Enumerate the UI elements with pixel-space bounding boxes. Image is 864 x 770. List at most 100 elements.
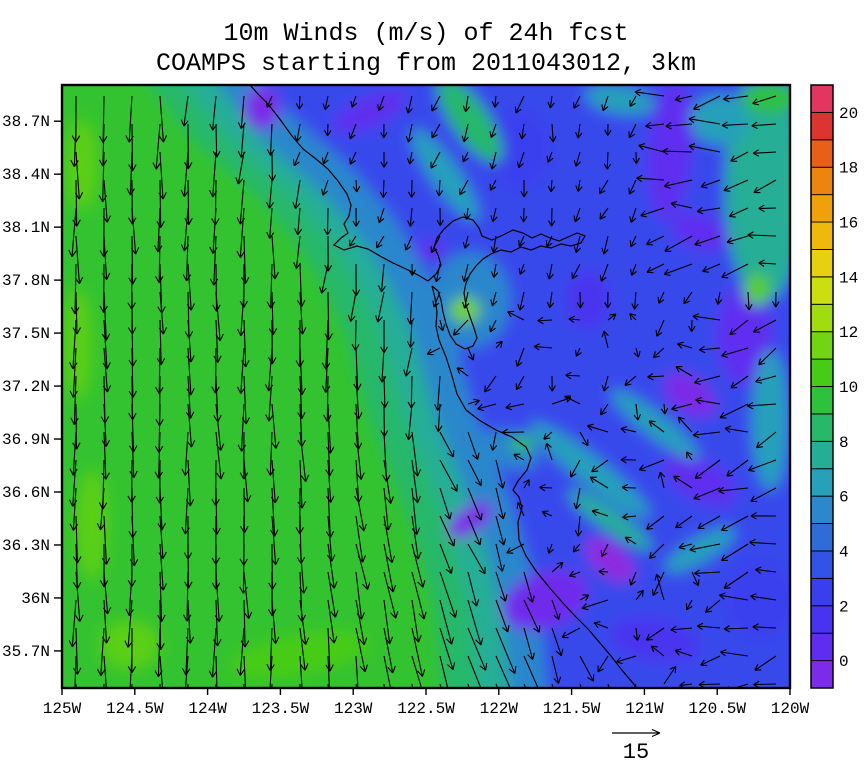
wind-arrow <box>103 655 107 688</box>
wind-arrow <box>129 655 133 688</box>
wind-arrow <box>484 375 497 393</box>
wind-arrow <box>467 571 480 607</box>
wind-arrow <box>628 123 637 139</box>
colorbar: 0 2 4 6 8 10 12 14 16 18 20 <box>810 84 858 689</box>
wind-arrow <box>693 487 721 501</box>
wind-arrow <box>747 231 777 239</box>
wind-arrow <box>674 94 693 103</box>
wind-arrow <box>439 655 449 688</box>
wind-arrow <box>268 151 277 182</box>
wind-arrow <box>564 395 581 405</box>
wind-arrow <box>489 431 498 451</box>
wind-arrow <box>674 648 693 657</box>
wind-arrow <box>655 319 665 337</box>
wind-arrow <box>467 398 480 406</box>
wind-arrow <box>411 655 423 688</box>
wind-arrow <box>292 151 301 167</box>
wind-arrow <box>604 291 612 309</box>
wind-arrow <box>439 459 458 492</box>
wind-arrow <box>495 571 508 602</box>
wind-arrow <box>517 291 525 311</box>
wind-arrow <box>489 151 497 170</box>
x-tick-label: 123.5W <box>252 700 310 718</box>
colorbar-segment <box>810 194 834 223</box>
wind-arrow <box>715 291 723 305</box>
wind-arrow <box>546 543 554 554</box>
wind-speed-field <box>62 85 790 688</box>
wind-arrow <box>749 538 777 547</box>
wind-arrow <box>646 263 665 274</box>
wind-arrow <box>629 235 637 248</box>
wind-arrow <box>689 543 721 553</box>
wind-speed-blob <box>450 297 480 323</box>
wind-arrow <box>633 627 641 641</box>
wind-arrow <box>462 291 470 309</box>
wind-arrow <box>439 431 455 458</box>
wind-arrow <box>688 143 721 153</box>
wind-arrow <box>599 179 609 195</box>
wind-arrow <box>677 341 693 349</box>
wind-arrow <box>349 151 357 165</box>
wind-arrow <box>704 599 721 613</box>
colorbar-segment <box>810 221 834 250</box>
wind-arrow <box>516 502 525 517</box>
wind-arrow <box>439 487 452 520</box>
wind-arrow <box>523 683 527 688</box>
colorbar-tick-label: 10 <box>839 379 858 397</box>
wind-arrow <box>411 627 426 677</box>
wind-arrow <box>318 263 329 294</box>
wind-arrow <box>431 95 441 112</box>
wind-arrow <box>629 571 637 586</box>
wind-arrow <box>638 143 665 153</box>
colorbar-segment <box>810 632 834 662</box>
wind-speed-blob <box>530 422 650 518</box>
wind-arrow <box>670 200 693 209</box>
wind-arrow <box>507 310 525 321</box>
wind-arrow <box>467 347 475 361</box>
colorbar-segment <box>810 331 834 360</box>
wind-arrow <box>515 347 525 367</box>
wind-arrow <box>270 459 280 504</box>
colorbar-tick-label: 0 <box>839 653 849 671</box>
wind-arrow <box>544 442 553 461</box>
wind-arrow <box>477 403 497 412</box>
wind-arrow <box>621 513 637 521</box>
coastline-path <box>431 285 638 688</box>
wind-arrow <box>601 330 609 349</box>
y-tick-label: 36N <box>21 590 50 608</box>
wind-arrow <box>752 319 777 333</box>
wind-arrow <box>523 479 530 489</box>
wind-arrow <box>597 655 609 673</box>
wind-arrow <box>411 543 426 588</box>
wind-arrow <box>462 151 469 163</box>
wind-speed-blob <box>690 95 750 145</box>
wind-arrow <box>657 291 665 304</box>
wind-arrow <box>269 655 273 688</box>
wind-arrow <box>758 204 777 213</box>
colorbar-segment <box>810 660 834 689</box>
wind-speed-blob <box>671 212 729 252</box>
wind-arrow <box>621 483 637 492</box>
colorbar-segment <box>810 413 834 442</box>
wind-arrow <box>383 515 396 564</box>
y-tick-label: 37.2N <box>2 378 50 396</box>
x-tick-label: 120.5W <box>688 700 746 718</box>
wind-arrow <box>439 515 456 547</box>
wind-arrow <box>636 174 665 183</box>
wind-arrow <box>624 375 637 386</box>
wind-arrow <box>348 235 357 247</box>
wind-arrow <box>293 235 301 269</box>
wind-arrow <box>548 375 556 392</box>
wind-arrow <box>461 123 469 143</box>
wind-arrow <box>74 655 77 688</box>
wind-arrow <box>152 123 161 170</box>
wind-arrow <box>579 431 589 447</box>
wind-arrow <box>489 123 497 139</box>
wind-arrow <box>97 627 106 677</box>
wind-arrow <box>545 235 553 248</box>
wind-arrow <box>660 403 669 415</box>
wind-arrow <box>432 291 441 308</box>
x-tick-label: 124W <box>188 700 227 718</box>
wind-arrow <box>495 515 507 546</box>
wind-arrow <box>630 263 637 276</box>
